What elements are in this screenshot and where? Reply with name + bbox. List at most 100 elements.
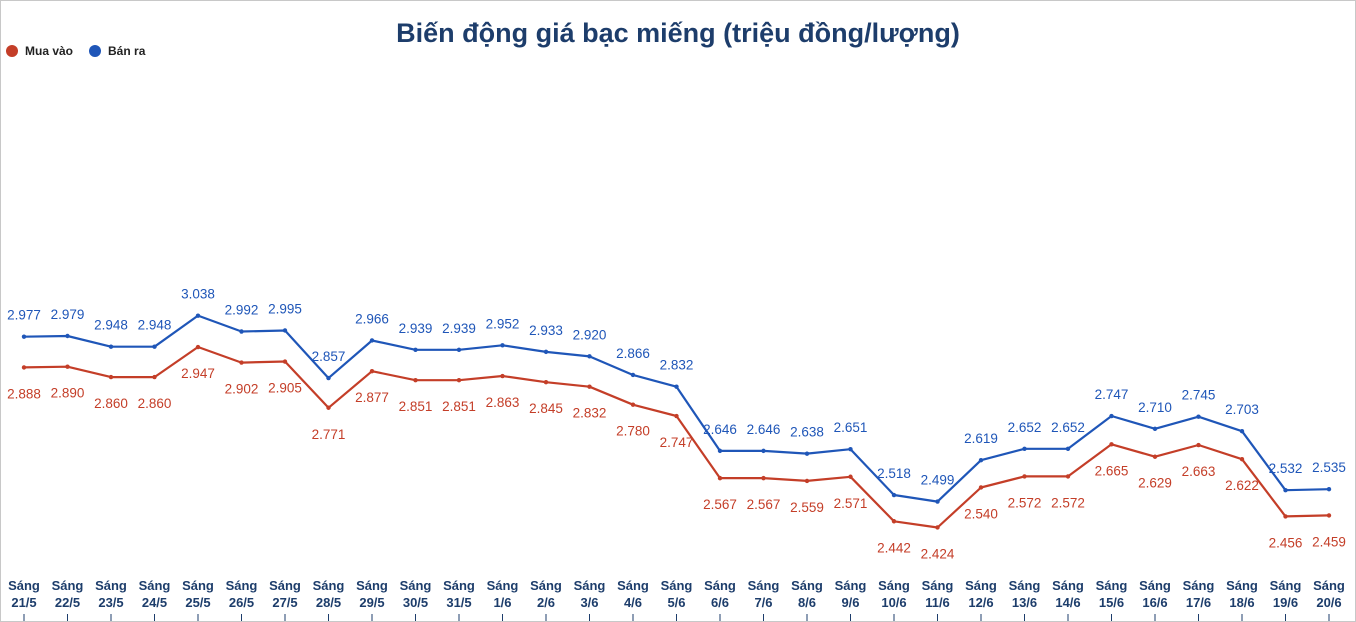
- data-label-sell: 2.948: [138, 318, 172, 333]
- x-tick-label-line1: Sáng: [1183, 578, 1215, 593]
- data-label-buy: 2.947: [181, 366, 215, 381]
- data-label-buy: 2.571: [834, 496, 868, 511]
- x-tick-label-line1: Sáng: [574, 578, 606, 593]
- x-tick: Sáng 22/5: [52, 578, 84, 621]
- data-point-sell: [848, 446, 853, 452]
- legend-label-sell: Bán ra: [108, 44, 146, 58]
- data-point-buy: [456, 377, 462, 383]
- data-label-buy: 2.771: [312, 427, 346, 442]
- data-label-buy: 2.572: [1008, 495, 1042, 510]
- data-label-sell: 2.646: [747, 422, 781, 437]
- x-tick: Sáng 30/5: [400, 578, 432, 621]
- data-point-sell: [804, 451, 810, 456]
- data-point-buy: [935, 525, 940, 530]
- x-tick: Sáng 6/6: [704, 578, 736, 621]
- data-label-sell: 2.646: [703, 422, 737, 437]
- data-label-sell: 2.747: [1095, 387, 1129, 402]
- x-tick: Sáng 24/5: [139, 578, 170, 621]
- data-label-buy: 2.424: [921, 546, 955, 561]
- data-label-buy: 2.905: [268, 381, 302, 396]
- data-point-sell: [152, 344, 157, 349]
- x-tick: Sáng 2/6: [530, 578, 562, 621]
- data-point-sell: [1283, 488, 1288, 493]
- data-label-sell: 2.857: [312, 349, 346, 364]
- x-tick-label-line1: Sáng: [400, 578, 432, 593]
- data-label-buy: 2.902: [225, 382, 259, 397]
- data-label-buy: 2.845: [529, 401, 563, 416]
- data-label-sell: 2.992: [225, 303, 259, 318]
- data-point-buy: [369, 368, 375, 374]
- data-label-sell: 2.638: [790, 425, 824, 440]
- data-point-sell: [65, 333, 70, 339]
- x-tick-label-line1: Sáng: [1270, 578, 1302, 593]
- x-tick: Sáng 17/6: [1183, 578, 1215, 621]
- x-tick: Sáng 19/6: [1270, 578, 1302, 621]
- x-tick: Sáng 5/6: [661, 578, 693, 621]
- data-point-buy: [804, 478, 810, 484]
- data-label-sell: 2.652: [1008, 420, 1042, 435]
- data-point-sell: [1152, 426, 1158, 431]
- data-point-sell: [1065, 446, 1071, 452]
- data-label-sell: 2.977: [7, 308, 41, 323]
- data-point-buy: [152, 374, 157, 380]
- data-point-buy: [717, 475, 723, 481]
- x-tick: Sáng 15/6: [1096, 578, 1127, 621]
- data-label-sell: 2.518: [877, 466, 911, 481]
- x-tick: Sáng 10/6: [878, 578, 910, 621]
- x-tick: Sáng 11/6: [922, 578, 953, 621]
- data-label-buy: 2.622: [1225, 478, 1259, 493]
- data-label-buy: 2.890: [51, 386, 85, 401]
- data-label-buy: 2.877: [355, 390, 389, 405]
- data-point-sell: [239, 329, 244, 334]
- x-tick-label-line2: 4/6: [624, 595, 642, 610]
- data-label-buy: 2.851: [442, 399, 476, 414]
- data-point-buy: [891, 519, 897, 524]
- data-point-buy: [978, 485, 984, 490]
- x-tick-label-line2: 7/6: [754, 595, 772, 610]
- data-point-sell: [1326, 486, 1332, 492]
- x-tick-label-line2: 26/5: [229, 595, 254, 610]
- x-tick-label-line2: 14/6: [1055, 595, 1080, 610]
- data-label-buy: 2.851: [399, 399, 433, 414]
- data-label-sell: 2.933: [529, 323, 563, 338]
- chart-title: Biến động giá bạc miếng (triệu đồng/lượn…: [396, 18, 960, 48]
- x-tick-label-line2: 11/6: [925, 595, 950, 610]
- data-point-sell: [195, 313, 201, 318]
- data-label-sell: 2.619: [964, 431, 998, 446]
- x-tick-label-line2: 17/6: [1186, 595, 1211, 610]
- legend-swatch-buy: [6, 45, 18, 57]
- x-tick-label-line2: 9/6: [841, 595, 859, 610]
- x-tick: Sáng 23/5: [95, 578, 127, 621]
- data-point-buy: [1239, 456, 1245, 462]
- x-tick: Sáng 29/5: [356, 578, 388, 621]
- x-tick-label-line2: 31/5: [446, 595, 471, 610]
- x-tick-label-line2: 25/5: [185, 595, 210, 610]
- x-tick-label-line2: 3/6: [580, 595, 598, 610]
- data-label-sell: 2.703: [1225, 402, 1259, 417]
- x-tick-label-line1: Sáng: [661, 578, 693, 593]
- x-tick-label-line1: Sáng: [1226, 578, 1258, 593]
- data-label-buy: 2.559: [790, 500, 824, 515]
- data-label-sell: 2.866: [616, 346, 650, 361]
- data-label-sell: 3.038: [181, 287, 215, 302]
- data-label-buy: 2.572: [1051, 495, 1085, 510]
- data-point-buy: [195, 344, 201, 350]
- x-tick: Sáng 16/6: [1139, 578, 1171, 621]
- data-point-buy: [587, 384, 592, 389]
- data-label-buy: 2.663: [1182, 464, 1216, 479]
- x-tick-label-line1: Sáng: [8, 578, 40, 593]
- data-point-sell: [369, 338, 375, 343]
- data-point-buy: [65, 364, 70, 369]
- x-tick-label-line1: Sáng: [52, 578, 84, 593]
- x-tick: Sáng 25/5: [182, 578, 214, 621]
- x-tick-label-line1: Sáng: [443, 578, 475, 593]
- data-point-buy: [674, 413, 679, 419]
- x-tick: Sáng 31/5: [443, 578, 475, 621]
- data-label-sell: 2.920: [573, 327, 607, 342]
- data-point-sell: [630, 372, 636, 378]
- x-tick-label-line2: 18/6: [1229, 595, 1254, 610]
- data-point-sell: [1022, 446, 1027, 452]
- x-tick: Sáng 13/6: [1009, 578, 1040, 621]
- data-label-buy: 2.888: [7, 386, 41, 401]
